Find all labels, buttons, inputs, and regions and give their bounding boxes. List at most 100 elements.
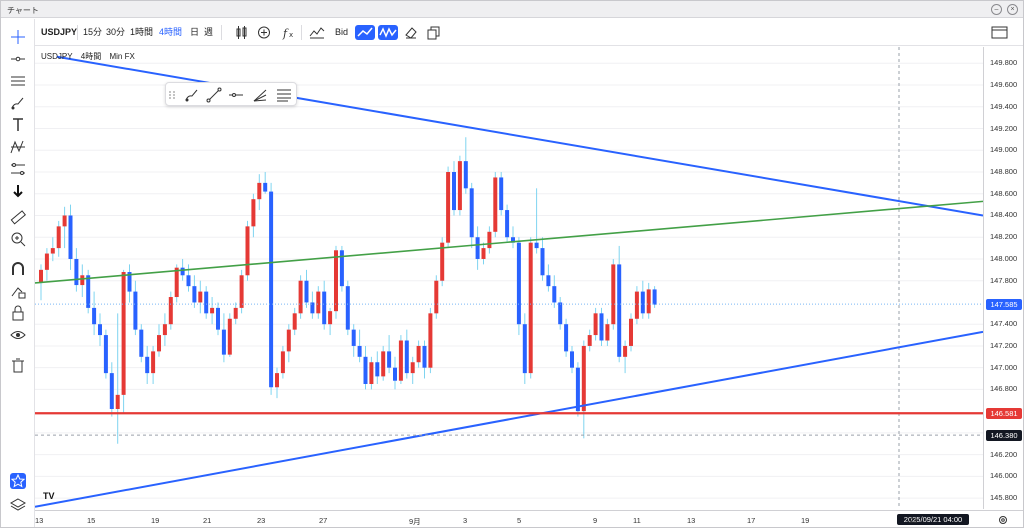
minimize-button[interactable]: – — [991, 4, 1002, 15]
price-tick: 148.200 — [990, 232, 1018, 242]
horizontal-line-icon[interactable] — [10, 51, 26, 67]
price-source-bid[interactable]: Bid — [335, 27, 349, 37]
price-tick: 148.000 — [990, 253, 1018, 263]
candle-body — [263, 182, 268, 192]
candle-body — [210, 307, 215, 314]
interval-week[interactable]: 週 — [204, 27, 214, 37]
legend-symbol: USDJPY — [41, 52, 73, 61]
settings-gear-icon[interactable] — [997, 514, 1009, 526]
candle-body — [546, 275, 551, 287]
time-tick: 5 — [517, 516, 522, 525]
candle-body — [339, 250, 344, 287]
candle-body — [251, 199, 256, 227]
wave-mode-icon[interactable] — [378, 25, 398, 40]
candle-body — [522, 324, 527, 374]
candle-body — [440, 242, 445, 281]
trash-icon[interactable] — [10, 357, 26, 373]
candles-style-icon[interactable] — [235, 25, 249, 40]
candle-body — [505, 210, 510, 238]
price-tick: 145.800 — [990, 493, 1018, 503]
candle-body — [74, 258, 79, 286]
candle-body — [640, 291, 645, 314]
candle-body — [151, 351, 156, 374]
ruler-icon[interactable] — [10, 209, 26, 225]
price-tick: 149.800 — [990, 58, 1018, 68]
fib-lines-icon[interactable] — [276, 87, 292, 103]
add-indicator-icon[interactable] — [257, 25, 271, 40]
time-tick: 19 — [801, 516, 810, 525]
candle-body — [511, 237, 515, 243]
price-tick: 147.800 — [990, 275, 1018, 285]
candle-body — [192, 286, 197, 303]
pattern-icon[interactable] — [10, 139, 26, 155]
layers-icon[interactable] — [10, 497, 26, 513]
fib-icon[interactable] — [10, 73, 26, 89]
candle-body — [269, 191, 274, 388]
toolbar-divider — [301, 25, 302, 40]
candle-body — [593, 313, 598, 336]
candle-body — [446, 172, 451, 243]
candle-body — [617, 264, 622, 357]
legend-interval: 4時間 — [80, 52, 102, 61]
interval-30m[interactable]: 30分 — [106, 27, 126, 37]
lock-drawing-icon[interactable] — [10, 283, 26, 299]
candle-body — [44, 253, 49, 270]
zoom-icon[interactable] — [10, 231, 26, 247]
drag-handle-icon[interactable] — [168, 87, 176, 103]
time-tick: 23 — [909, 516, 918, 525]
text-icon[interactable] — [10, 117, 26, 133]
compare-icon[interactable] — [309, 25, 325, 40]
price-tick: 149.000 — [990, 145, 1018, 155]
candle-body — [162, 324, 167, 336]
candle-body — [363, 356, 368, 384]
candle-body — [121, 272, 126, 395]
time-axis[interactable]: 2025/09/21 04:00 13 15 19 21 23 27 9月 3 5 9 11 13 17… — [35, 510, 1023, 527]
price-axis[interactable]: 149.800 149.600 149.400 149.200 149.000 148.8… — [983, 47, 1023, 509]
candle-body — [275, 373, 279, 388]
trend-mode-icon[interactable] — [355, 25, 375, 40]
candle-body — [98, 324, 102, 336]
pitchfork-icon[interactable] — [252, 87, 268, 103]
candle-body — [62, 215, 67, 227]
drawing-toolbar — [1, 19, 35, 527]
window-title: チャート — [7, 6, 39, 15]
brush-icon[interactable] — [184, 87, 200, 103]
symbol-search[interactable]: USDJPY — [41, 27, 78, 37]
candle-body — [186, 275, 191, 287]
horizontal-ray-icon[interactable] — [228, 87, 244, 103]
close-button[interactable]: × — [1007, 4, 1018, 15]
floating-drawing-toolbar — [165, 82, 297, 106]
candle-body — [605, 324, 610, 341]
lock-icon[interactable] — [10, 305, 26, 321]
interval-4h[interactable]: 4時間 — [159, 27, 183, 37]
svg-text:x: x — [289, 31, 293, 39]
copy-icon[interactable] — [426, 25, 442, 40]
candle-body — [80, 275, 85, 286]
candle-body — [145, 356, 150, 374]
arrow-down-icon[interactable] — [10, 183, 26, 199]
price-chart[interactable] — [35, 47, 983, 509]
time-tick: 21 — [203, 516, 212, 525]
eye-icon[interactable] — [10, 327, 26, 343]
time-tick: 15 — [87, 516, 96, 525]
candle-body — [357, 345, 362, 357]
candle-body — [216, 307, 220, 330]
measure-lines-icon[interactable] — [10, 161, 26, 177]
brush-icon[interactable] — [10, 95, 26, 111]
interval-15m[interactable]: 15分 — [83, 27, 103, 37]
star-icon[interactable] — [10, 473, 26, 489]
magnet-icon[interactable] — [10, 261, 26, 277]
interval-day[interactable]: 日 — [190, 27, 200, 37]
layout-icon[interactable] — [989, 25, 1011, 40]
candle-body — [198, 291, 203, 303]
price-tick: 148.800 — [990, 167, 1018, 176]
trendline-icon[interactable] — [206, 87, 222, 103]
candle-body — [174, 267, 179, 298]
candle-body — [422, 345, 427, 368]
green-trendline — [35, 200, 983, 284]
crosshair-icon[interactable] — [10, 29, 26, 45]
interval-1h[interactable]: 1時間 — [130, 27, 154, 37]
eraser-icon[interactable] — [403, 25, 419, 40]
candle-body — [634, 291, 639, 319]
